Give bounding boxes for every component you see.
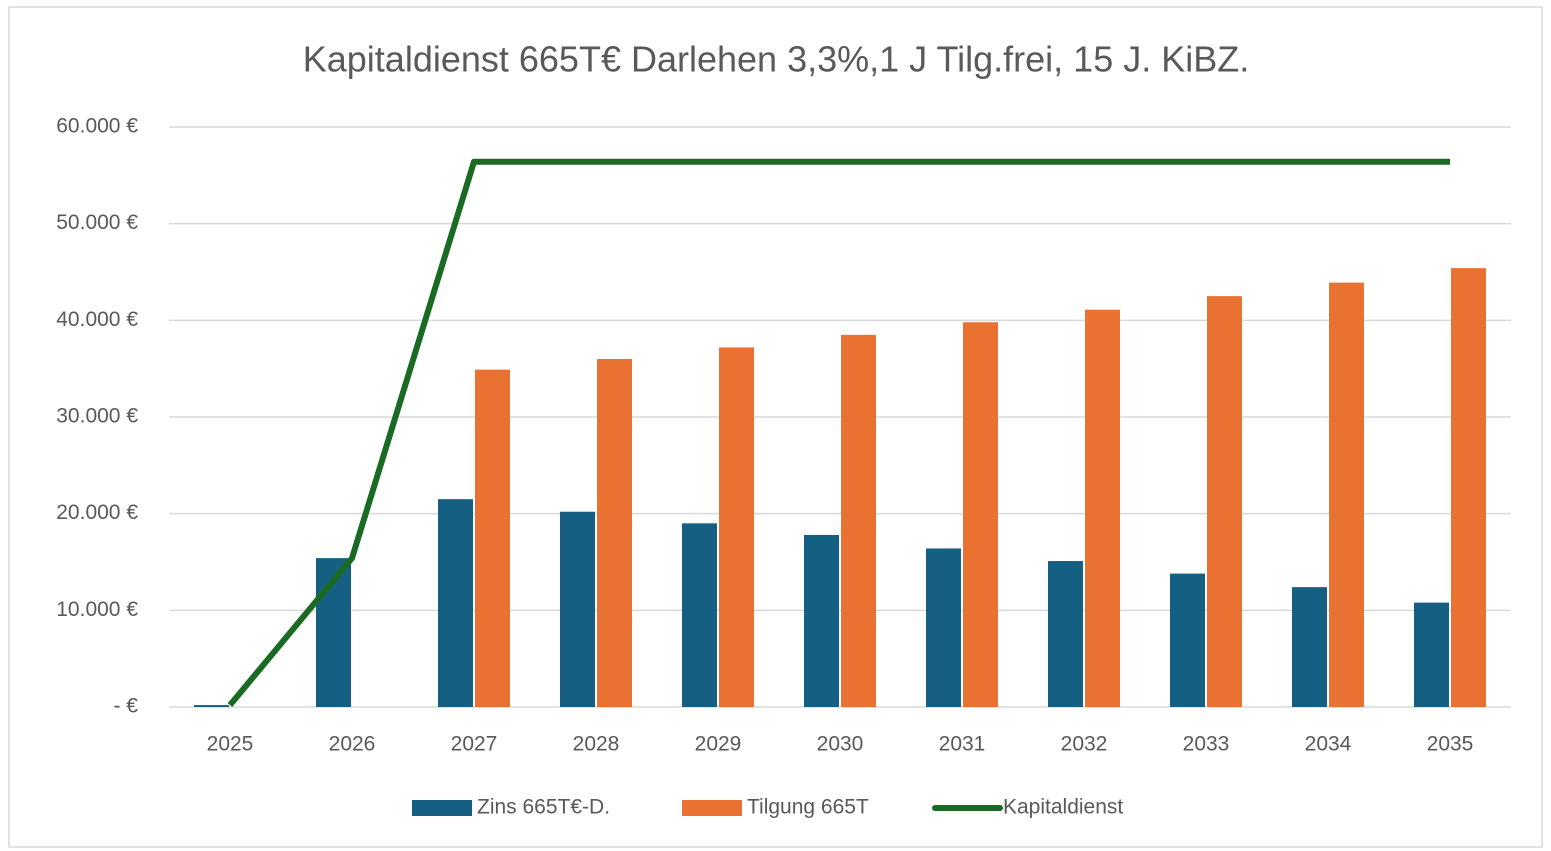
x-tick-label: 2028 xyxy=(573,733,620,756)
y-tick-label: 60.000 € xyxy=(56,115,138,138)
y-tick-label: 10.000 € xyxy=(56,598,138,621)
bar xyxy=(1085,309,1120,707)
bar xyxy=(1048,561,1083,707)
y-tick-label: 40.000 € xyxy=(56,308,138,331)
chart-frame xyxy=(8,6,1543,848)
bar xyxy=(194,705,229,707)
x-tick-label: 2031 xyxy=(939,733,986,756)
bar xyxy=(560,511,595,707)
legend-swatch xyxy=(412,800,472,816)
x-tick-label: 2026 xyxy=(329,733,376,756)
bar xyxy=(1414,602,1449,707)
legend-label: Kapitaldienst xyxy=(1003,796,1123,819)
legend-label: Zins 665T€-D. xyxy=(477,796,610,819)
y-tick-label: 50.000 € xyxy=(56,211,138,234)
legend-label: Tilgung 665T xyxy=(747,796,869,819)
bar xyxy=(682,523,717,707)
legend-swatch xyxy=(682,800,742,816)
bar xyxy=(475,369,510,707)
chart-title: Kapitaldienst 665T€ Darlehen 3,3%,1 J Ti… xyxy=(303,39,1250,80)
bar xyxy=(719,347,754,707)
bar xyxy=(804,534,839,707)
y-tick-label: 30.000 € xyxy=(56,405,138,428)
line xyxy=(227,158,1450,707)
x-tick-label: 2032 xyxy=(1061,733,1108,756)
x-tick-label: 2030 xyxy=(817,733,864,756)
bar xyxy=(926,548,961,707)
bar xyxy=(1170,573,1205,707)
x-tick-label: 2034 xyxy=(1305,733,1352,756)
x-tick-label: 2033 xyxy=(1183,733,1230,756)
x-tick-label: 2035 xyxy=(1427,733,1474,756)
x-tick-label: 2025 xyxy=(207,733,254,756)
bar xyxy=(963,322,998,707)
bar xyxy=(1451,268,1486,707)
bar xyxy=(1207,296,1242,707)
bar xyxy=(841,334,876,707)
x-tick-label: 2029 xyxy=(695,733,742,756)
y-tick-label: 20.000 € xyxy=(56,501,138,524)
bar xyxy=(438,499,473,707)
y-tick-label: - € xyxy=(113,695,138,718)
bar xyxy=(597,359,632,707)
bar xyxy=(1329,282,1364,707)
x-tick-label: 2027 xyxy=(451,733,498,756)
bar xyxy=(1292,587,1327,707)
